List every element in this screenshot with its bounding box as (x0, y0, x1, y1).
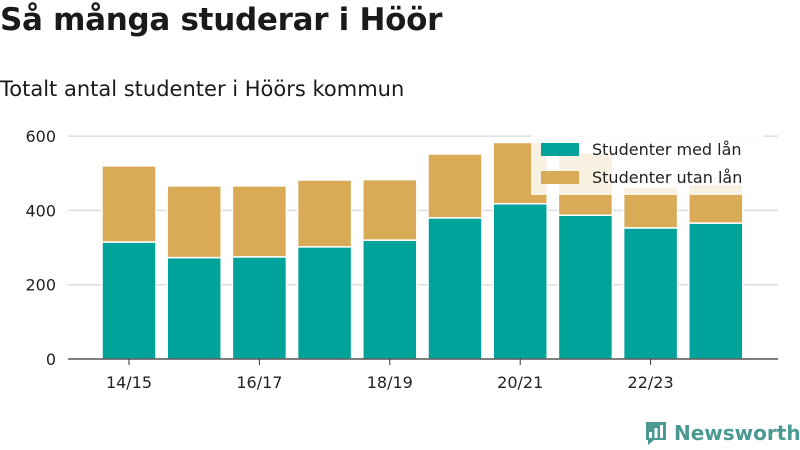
x-tick-label: 14/15 (106, 373, 152, 392)
bar-segment-with-loan (557, 214, 614, 360)
legend-swatch (541, 143, 579, 156)
bar-segment-with-loan (362, 239, 418, 360)
bar-segment-without-loan (427, 153, 483, 219)
bar-segment-with-loan (231, 256, 288, 360)
newsworthy-chart-icon (646, 422, 666, 445)
bar-segment-with-loan (166, 256, 222, 360)
bar-segment-without-loan (101, 165, 157, 243)
y-tick-label: 600 (25, 127, 56, 146)
legend: Studenter med lån Studenter utan lån (531, 135, 764, 195)
bar-segment-with-loan (296, 246, 353, 360)
y-tick-label: 0 (46, 350, 56, 369)
chart-title: Så många studerar i Höör (0, 2, 443, 38)
legend-label: Studenter med lån (592, 140, 742, 159)
bar-segment-with-loan (101, 241, 157, 360)
x-tick-label: 16/17 (236, 373, 282, 392)
y-tick-label: 200 (25, 276, 56, 295)
x-tick-label: 20/21 (497, 373, 543, 392)
bar-segment-without-loan (166, 185, 222, 259)
bar-segment-with-loan (427, 217, 483, 360)
chart-subtitle: Totalt antal studenter i Höörs kommun (0, 77, 405, 101)
x-tick-label: 22/23 (628, 373, 674, 392)
bar-segment-with-loan (622, 227, 679, 360)
legend-swatch (541, 171, 579, 184)
legend-label: Studenter utan lån (592, 168, 742, 187)
bar-segment-without-loan (362, 178, 418, 241)
bar-segment-without-loan (296, 179, 353, 248)
brand-logo: Newsworthy (644, 419, 800, 447)
bar-segment-without-loan (231, 185, 288, 258)
x-tick-label: 18/19 (367, 373, 413, 392)
y-tick-label: 400 (25, 201, 56, 220)
brand-name: Newsworthy (674, 421, 800, 445)
bar-segment-with-loan (492, 202, 548, 360)
bar-segment-with-loan (688, 222, 744, 360)
